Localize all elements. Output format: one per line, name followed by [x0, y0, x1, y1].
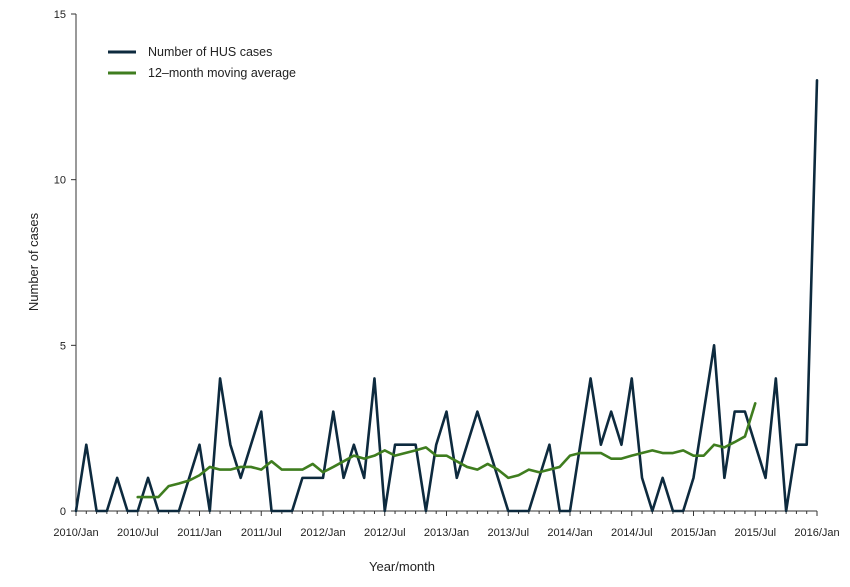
series-layer [74, 78, 819, 513]
x-tick-label: 2012/Jan [300, 527, 345, 539]
legend-label: 12–month moving average [148, 66, 296, 80]
y-tick-label: 15 [54, 9, 66, 21]
x-tick-label: 2016/Jan [794, 527, 839, 539]
x-tick-label: 2015/Jul [734, 527, 776, 539]
x-tick-label: 2012/Jul [364, 527, 406, 539]
y-tick-label: 5 [60, 340, 66, 352]
x-tick-label: 2014/Jan [547, 527, 592, 539]
x-tick-label: 2011/Jul [241, 527, 282, 539]
series-line-hus-cases [74, 78, 819, 513]
x-tick-label: 2013/Jan [424, 527, 469, 539]
legend-label: Number of HUS cases [148, 45, 272, 59]
y-tick-label: 10 [54, 175, 66, 187]
x-tick-label: 2010/Jul [117, 527, 159, 539]
x-axis-title: Year/month [369, 559, 435, 574]
y-tick-label: 0 [60, 506, 66, 518]
axes: 0 5 10 15 2010/Jan 2010/Jul 2011/Jan 2011/Jul 20… [53, 9, 839, 539]
x-tick-label: 2010/Jan [53, 527, 98, 539]
x-tick-label: 2014/Jul [611, 527, 653, 539]
x-tick-label: 2011/Jan [177, 527, 221, 539]
y-axis-title: Number of cases [26, 212, 41, 311]
legend: Number of HUS cases 12–month moving avera… [108, 45, 296, 80]
x-tick-label: 2015/Jan [671, 527, 716, 539]
x-tick-label: 2013/Jul [487, 527, 529, 539]
series-line-moving-average [136, 402, 757, 499]
